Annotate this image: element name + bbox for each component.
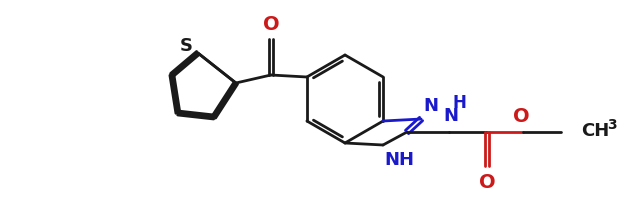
Text: CH: CH	[581, 121, 609, 139]
Text: N: N	[444, 106, 458, 124]
Text: O: O	[479, 173, 495, 192]
Text: O: O	[513, 107, 529, 126]
Text: H: H	[452, 94, 466, 111]
Text: O: O	[262, 14, 279, 33]
Text: N: N	[424, 97, 438, 114]
Text: NH: NH	[384, 150, 414, 168]
Text: S: S	[179, 37, 193, 55]
Text: 3: 3	[607, 117, 616, 131]
